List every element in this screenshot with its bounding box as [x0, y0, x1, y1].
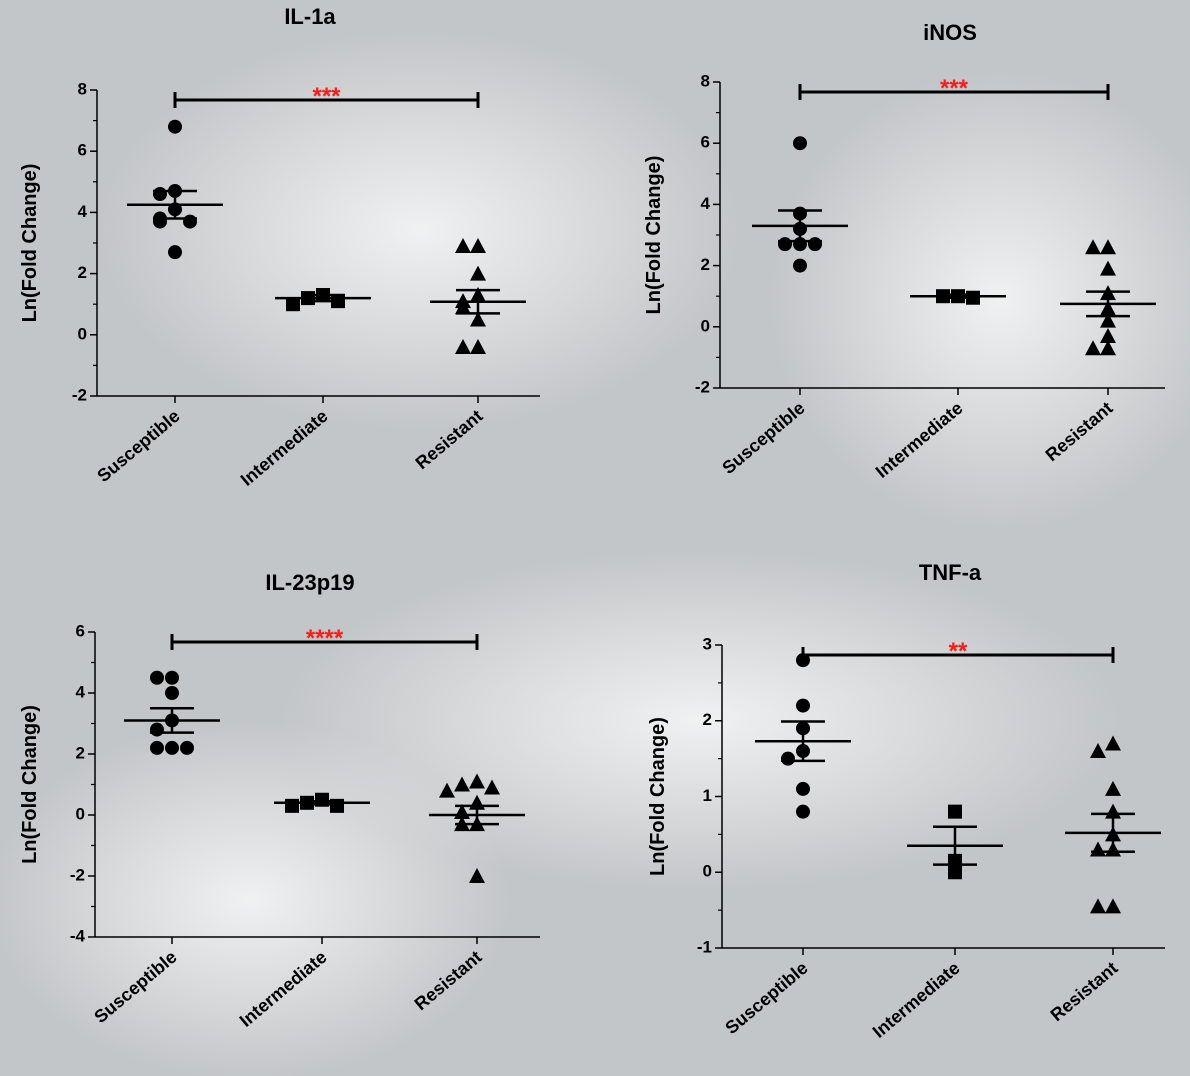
data-point: [796, 782, 810, 796]
y-tick-label: 0: [701, 316, 710, 335]
data-point: [796, 805, 810, 819]
y-tick-label: -2: [70, 865, 85, 884]
y-tick-label: 2: [703, 710, 712, 729]
data-point: [150, 723, 164, 737]
data-point: [153, 215, 167, 229]
data-point: [948, 865, 962, 879]
y-tick-label: 8: [701, 71, 710, 90]
data-point: [165, 741, 179, 755]
page: IL-1aLn(Fold Change)-202468SusceptibleIn…: [0, 0, 1190, 1076]
y-tick-label: 1: [703, 786, 712, 805]
y-tick-label: 6: [76, 621, 85, 640]
y-tick-label: 4: [78, 202, 88, 221]
significance-label: ****: [306, 625, 344, 652]
y-tick-label: 8: [78, 79, 87, 98]
data-point: [150, 741, 164, 755]
significance-label: ***: [940, 75, 969, 102]
y-tick-label: 0: [703, 862, 712, 881]
y-tick-label: 0: [78, 324, 87, 343]
data-point: [150, 671, 164, 685]
y-tick-label: 2: [78, 263, 87, 282]
significance-label: **: [949, 638, 968, 665]
y-tick-label: 2: [701, 255, 710, 274]
data-point: [796, 699, 810, 713]
y-tick-label: 2: [76, 743, 85, 762]
figure: IL-1aLn(Fold Change)-202468SusceptibleIn…: [0, 0, 1190, 1076]
y-tick-label: -4: [70, 926, 86, 945]
y-axis-label: Ln(Fold Change): [19, 705, 41, 864]
data-point: [153, 187, 167, 201]
data-point: [183, 215, 197, 229]
data-point: [778, 237, 792, 251]
data-point: [948, 805, 962, 819]
y-tick-label: 0: [76, 804, 85, 823]
data-point: [165, 686, 179, 700]
y-tick-label: -1: [697, 937, 712, 956]
y-axis-label: Ln(Fold Change): [19, 164, 41, 323]
chart-title: TNF-a: [919, 560, 982, 585]
y-tick-label: 6: [701, 133, 710, 152]
data-point: [168, 245, 182, 259]
y-tick-label: 6: [78, 141, 87, 160]
data-point: [793, 136, 807, 150]
chart-title: iNOS: [923, 20, 977, 45]
data-point: [781, 752, 795, 766]
chart-title: IL-1a: [284, 4, 336, 29]
data-point: [168, 120, 182, 134]
data-point: [180, 741, 194, 755]
y-axis-label: Ln(Fold Change): [647, 717, 669, 876]
y-tick-label: -2: [695, 377, 710, 396]
data-point: [165, 671, 179, 685]
data-point: [808, 237, 822, 251]
data-point: [285, 799, 299, 813]
y-tick-label: 3: [703, 634, 712, 653]
chart-title: IL-23p19: [265, 570, 354, 595]
y-axis-label: Ln(Fold Change): [643, 156, 665, 315]
y-tick-label: 4: [701, 194, 711, 213]
data-point: [793, 259, 807, 273]
y-tick-label: 4: [76, 682, 86, 701]
y-tick-label: -2: [72, 385, 87, 404]
significance-label: ***: [312, 83, 341, 110]
